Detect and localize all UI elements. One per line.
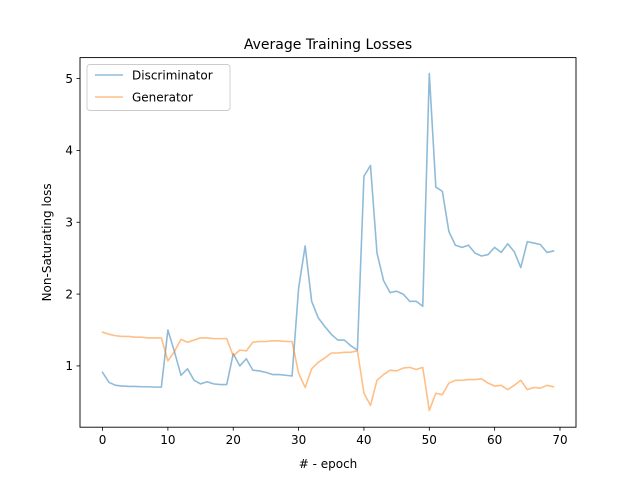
y-tick-label: 5 (65, 72, 73, 86)
x-axis-label: # - epoch (299, 457, 358, 471)
legend-frame (86, 64, 231, 111)
x-tick-label: 50 (422, 433, 437, 447)
legend: Discriminator Generator (86, 64, 231, 111)
series-line-generator (101, 331, 555, 412)
legend-label-discriminator: Discriminator (132, 69, 213, 83)
y-tick-label: 3 (65, 216, 73, 230)
x-tick-label: 60 (487, 433, 502, 447)
y-tick-label: 1 (65, 359, 73, 373)
y-axis-label: Non-Saturating loss (40, 183, 54, 301)
x-tick-label: 0 (99, 433, 107, 447)
y-tick-label: 2 (65, 287, 73, 301)
x-tick-label: 40 (356, 433, 371, 447)
chart-title: Average Training Losses (244, 37, 412, 53)
x-tick-label: 20 (226, 433, 241, 447)
x-tick-label: 70 (552, 433, 567, 447)
x-tick-label: 30 (291, 433, 306, 447)
series-line-discriminator (101, 72, 555, 388)
plot-area: 0 10 20 30 40 50 60 70 1 2 3 4 5 (65, 72, 567, 447)
axes-frame (79, 57, 577, 428)
x-tick-label: 10 (160, 433, 175, 447)
y-tick-label: 4 (65, 144, 73, 158)
legend-label-generator: Generator (132, 91, 193, 105)
